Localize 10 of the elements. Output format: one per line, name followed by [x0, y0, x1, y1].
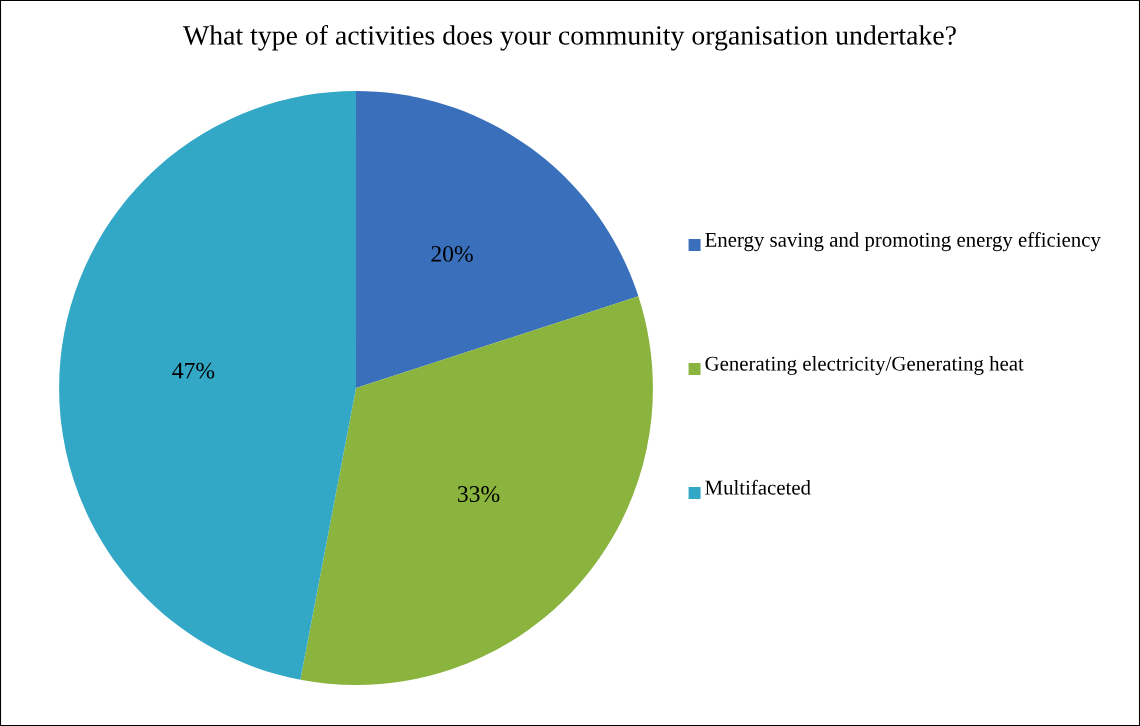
legend-label: Generating electricity/Generating heat	[705, 356, 1024, 375]
chart-title: What type of activities does your community organisation undertake?	[183, 24, 956, 51]
data-label: 47%	[172, 362, 215, 379]
pie-slice	[356, 91, 639, 389]
legend-label: Energy saving and promoting energy efficiency	[705, 232, 1101, 252]
pie-slice	[300, 296, 653, 685]
legend-label: Multifaceted	[705, 479, 811, 495]
pie-slice	[59, 91, 357, 680]
data-label: 33%	[458, 486, 500, 503]
data-label: 20%	[431, 245, 473, 262]
